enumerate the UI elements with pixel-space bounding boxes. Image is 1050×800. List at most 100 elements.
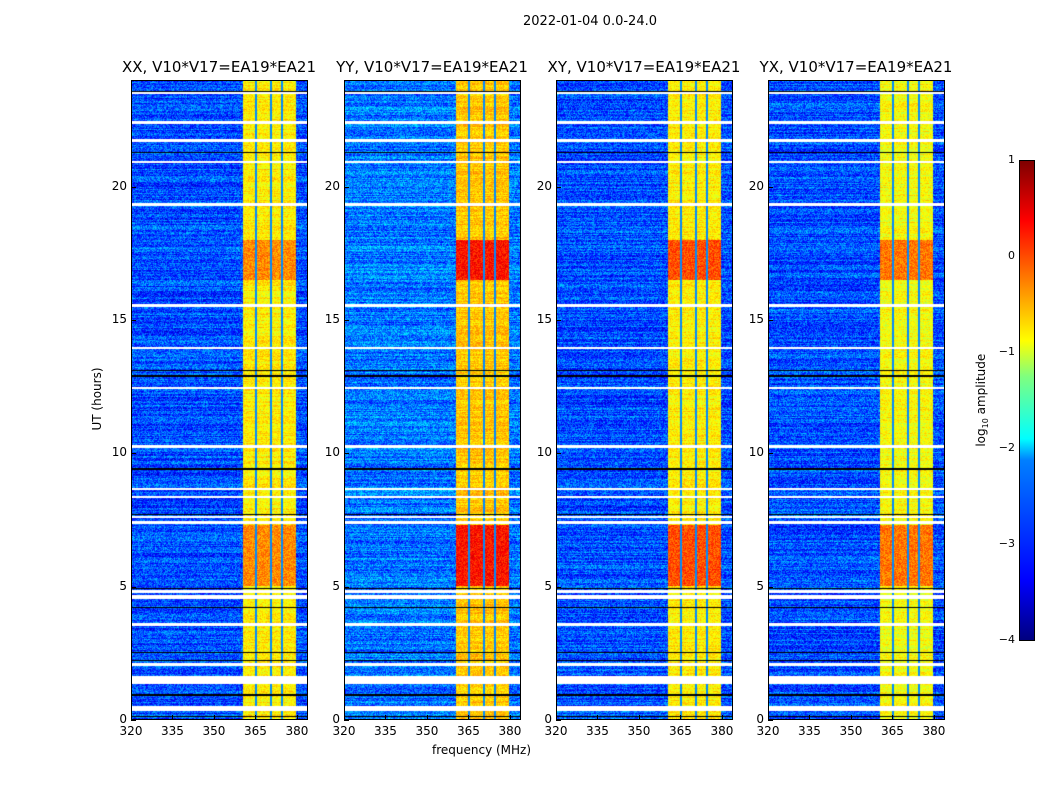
x-tick-label: 365 [669,724,692,738]
panel-title: XX, V10*V17=EA19*EA21 [121,58,316,76]
x-tick-mark [556,715,557,720]
x-tick-label: 380 [922,724,946,738]
x-tick-mark [721,715,723,720]
x-tick-mark [892,715,894,720]
colorbar-label-tail: amplitude [973,353,988,419]
y-tick-mark [768,586,773,588]
y-tick-label: 20 [536,178,552,193]
y-tick-mark [768,453,773,455]
x-tick-mark [344,715,345,720]
x-tick-mark [809,715,811,720]
x-tick-label: 335 [161,724,184,738]
y-tick-mark [131,586,136,588]
colorbar-tick-label: −3 [998,537,1015,550]
x-tick-label: 380 [710,724,734,738]
y-tick-label: 10 [748,445,764,460]
spectrogram-panel-2 [556,80,733,720]
y-tick-label: 5 [756,578,764,593]
colorbar [1019,160,1035,641]
y-tick-mark [131,720,136,721]
spectrogram-image [557,81,732,719]
x-tick-mark [296,715,298,720]
y-tick-label: 15 [111,312,127,326]
y-tick-label: 10 [111,445,127,460]
y-tick-label: 5 [332,578,340,593]
y-tick-label: 10 [324,445,340,460]
x-tick-mark [468,715,470,720]
x-tick-label: 320 [332,724,356,738]
y-tick-mark [556,720,561,721]
y-tick-mark [344,320,349,321]
y-tick-label: 0 [332,712,340,726]
y-tick-label: 0 [756,712,764,726]
colorbar-tick-label: −4 [998,633,1015,646]
panel-title: XY, V10*V17=EA19*EA21 [547,58,741,76]
y-tick-mark [131,453,136,455]
x-tick-mark [131,715,132,720]
spectrogram-image [132,81,307,719]
y-tick-label: 0 [119,712,127,726]
x-tick-mark [509,715,511,720]
x-tick-mark [213,715,215,720]
y-tick-label: 5 [119,578,127,593]
y-axis-label: UT (hours) [90,367,104,431]
y-tick-label: 15 [536,312,552,326]
colorbar-label-sub: 10 [981,418,991,429]
x-tick-mark [933,715,935,720]
x-tick-label: 320 [756,724,780,738]
y-tick-label: 15 [748,312,764,326]
y-tick-mark [131,186,136,188]
x-tick-mark [768,715,769,720]
y-tick-mark [344,720,349,721]
colorbar-tick-label: −1 [998,345,1015,358]
x-tick-mark [850,715,852,720]
x-tick-mark [385,715,387,720]
x-tick-label: 380 [498,724,522,738]
x-tick-label: 320 [119,724,143,738]
x-tick-label: 335 [586,724,609,738]
colorbar-label-main: log [973,428,988,447]
y-tick-mark [556,453,561,455]
y-tick-mark [556,586,561,588]
spectrogram-panel-1 [344,80,521,720]
colorbar-tick-label: 0 [1008,249,1015,262]
x-tick-label: 320 [544,724,568,738]
y-tick-mark [344,453,349,455]
y-tick-mark [768,186,773,188]
x-tick-label: 365 [881,724,904,738]
y-tick-mark [131,320,136,321]
spectrogram-panel-3 [768,80,945,720]
x-tick-label: 350 [839,724,863,738]
colorbar-tick-label: −2 [998,441,1015,454]
x-tick-label: 335 [374,724,397,738]
panel-title: YY, V10*V17=EA19*EA21 [336,58,528,76]
colorbar-label: log10 amplitude [974,340,990,460]
y-tick-label: 15 [324,312,340,326]
y-tick-mark [344,586,349,588]
x-tick-label: 365 [244,724,267,738]
x-tick-mark [638,715,640,720]
x-tick-label: 350 [415,724,439,738]
y-tick-label: 20 [748,178,764,193]
y-tick-mark [344,186,349,188]
x-tick-label: 335 [798,724,821,738]
y-tick-label: 20 [111,178,127,193]
x-tick-mark [680,715,682,720]
y-tick-label: 5 [544,578,552,593]
x-axis-label: frequency (MHz) [432,743,532,757]
x-tick-mark [172,715,174,720]
panel-title: YX, V10*V17=EA19*EA21 [759,58,953,76]
spectrogram-panel-0 [131,80,308,720]
figure-title: 2022-01-04 0.0-24.0 [523,14,657,29]
x-tick-mark [255,715,257,720]
spectrogram-image [345,81,520,719]
x-tick-label: 350 [202,724,226,738]
x-tick-mark [426,715,428,720]
x-tick-mark [597,715,599,720]
colorbar-tick-label: 1 [1008,153,1015,166]
y-tick-mark [556,320,561,321]
y-tick-label: 10 [536,445,552,460]
y-tick-mark [768,320,773,321]
x-tick-label: 365 [457,724,480,738]
